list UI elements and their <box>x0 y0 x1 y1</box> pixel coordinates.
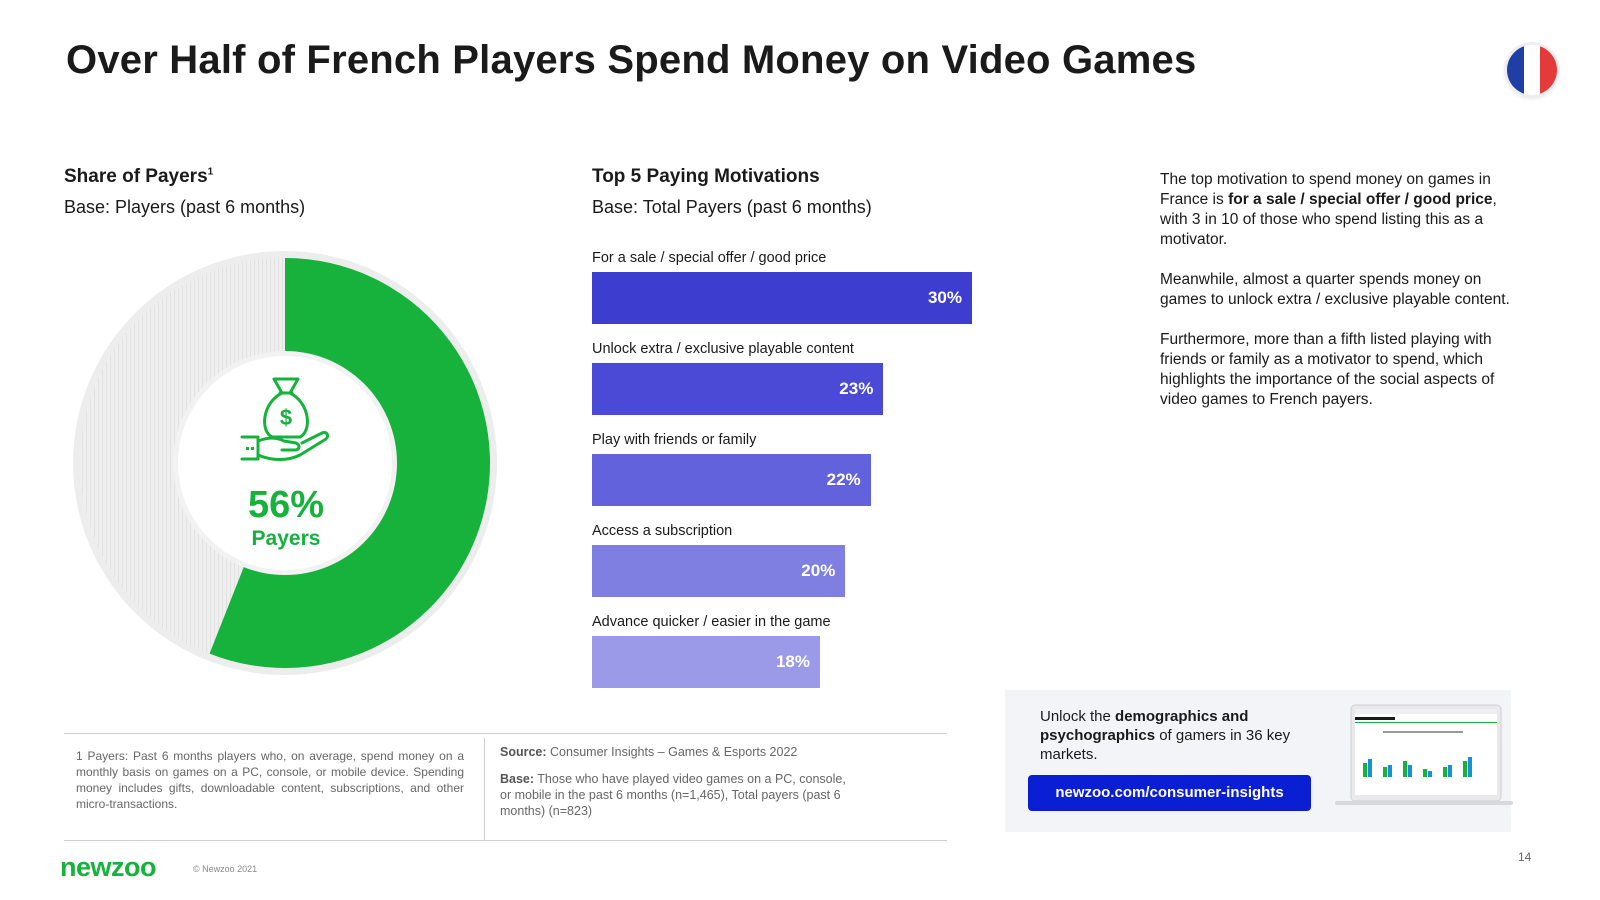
newzoo-logo: newzoo <box>60 852 157 882</box>
commentary: The top motivation to spend money on gam… <box>1160 170 1510 430</box>
laptop-preview-image <box>1335 704 1513 805</box>
commentary-paragraph-1: The top motivation to spend money on gam… <box>1160 170 1510 250</box>
page-number: 14 <box>1518 850 1532 864</box>
share-of-payers-subtitle: Base: Players (past 6 months) <box>64 197 306 217</box>
share-of-payers-title-text: Share of Payers <box>64 166 208 187</box>
motivations-subtitle: Base: Total Payers (past 6 months) <box>592 197 872 217</box>
bar-label: Advance quicker / easier in the game <box>592 614 831 630</box>
source-line: Source: Consumer Insights – Games & Espo… <box>500 744 860 760</box>
footnote-marker: 1 <box>207 166 214 178</box>
base-label: Base: <box>500 772 535 786</box>
promo-text: Unlock the demographics and psychographi… <box>1040 707 1310 764</box>
copyright: © Newzoo 2021 <box>193 864 258 874</box>
donut-hole <box>178 356 392 570</box>
source-notes: Source: Consumer Insights – Games & Espo… <box>500 744 860 830</box>
consumer-insights-link-button[interactable]: newzoo.com/consumer-insights <box>1028 775 1311 811</box>
page-title: Over Half of French Players Spend Money … <box>66 38 1197 82</box>
promo-text-part: Unlock the <box>1040 708 1116 725</box>
donut-value: 56% <box>247 484 325 526</box>
bar-value-label: 30% <box>927 288 962 307</box>
notes-divider-vertical <box>484 738 485 840</box>
bar-label: For a sale / special offer / good price <box>592 250 827 266</box>
commentary-highlight: for a sale / special offer / good price <box>1228 191 1493 208</box>
source-label: Source: <box>500 745 547 759</box>
notes-divider-top <box>64 733 947 734</box>
bar-value-label: 20% <box>801 561 836 580</box>
base-line: Base: Those who have played video games … <box>500 771 860 819</box>
flag-red-stripe <box>1540 45 1557 95</box>
flag-blue-stripe <box>1507 45 1524 95</box>
notes-divider-bottom <box>64 840 947 841</box>
commentary-paragraph-3: Furthermore, more than a fifth listed pl… <box>1160 331 1495 408</box>
motivations-title: Top 5 Paying Motivations <box>592 166 820 187</box>
share-of-payers-title: Share of Payers1 <box>64 166 213 188</box>
money-bag-hand-icon: $ <box>240 377 330 461</box>
base-text: Those who have played video games on a P… <box>500 772 846 818</box>
svg-text:$: $ <box>280 405 292 430</box>
bar: 22% <box>592 454 871 506</box>
commentary-text: , with 3 in 10 of those who spend listin… <box>1160 191 1497 248</box>
source-text: Consumer Insights – Games & Esports 2022 <box>546 745 798 759</box>
bar-label: Play with friends or family <box>592 432 757 448</box>
bar: 18% <box>592 636 820 688</box>
payers-donut-chart <box>73 251 497 675</box>
bar-value-label: 22% <box>826 470 861 489</box>
bar: 23% <box>592 363 884 415</box>
commentary-text: The top motivation to spend money on gam… <box>1160 171 1491 208</box>
footnote: 1 Payers: Past 6 months players who, on … <box>76 749 464 811</box>
bar-value-label: 18% <box>775 652 810 671</box>
bar: 30% <box>592 272 972 324</box>
france-flag-icon <box>1507 45 1557 95</box>
promo-text-highlight: demographics and psychographics <box>1040 708 1249 744</box>
bar-label: Access a subscription <box>592 523 733 539</box>
donut-center-label: 56% Payers <box>200 485 372 553</box>
donut-category: Payers <box>251 527 321 550</box>
flag-white-stripe <box>1523 45 1541 95</box>
bar: 20% <box>592 545 846 597</box>
promo-text-part: of gamers in 36 key markets. <box>1040 727 1291 763</box>
bar-value-label: 23% <box>839 379 874 398</box>
commentary-paragraph-2: Meanwhile, almost a quarter spends money… <box>1160 271 1510 308</box>
bar-label: Unlock extra / exclusive playable conten… <box>592 341 854 357</box>
